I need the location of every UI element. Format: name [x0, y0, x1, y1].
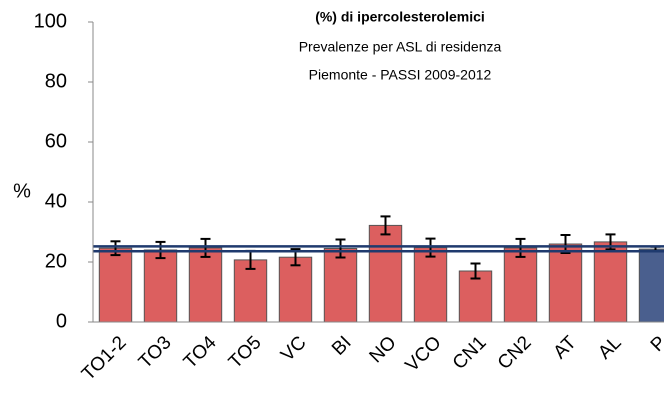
- y-axis-label: %: [13, 180, 31, 202]
- x-tick-label: AL: [594, 332, 625, 363]
- error-bar: [470, 262, 481, 280]
- y-tick-label: 60: [45, 130, 67, 152]
- error-bar: [335, 238, 346, 259]
- x-tick-label: TO1-2: [78, 332, 131, 385]
- chart-subtitle: Piemonte - PASSI 2009-2012: [309, 67, 492, 83]
- x-tick-label: TO5: [225, 332, 266, 373]
- error-bar: [200, 237, 211, 258]
- x-tick-label: VCO: [402, 332, 446, 376]
- bar: [548, 243, 583, 323]
- x-tick-label: TO4: [180, 332, 221, 373]
- bar: [638, 248, 664, 323]
- bar: [98, 247, 133, 323]
- bar: [143, 249, 178, 323]
- bar: [323, 248, 358, 323]
- bar: [278, 256, 313, 323]
- error-bar: [515, 237, 526, 258]
- bar: [233, 259, 268, 323]
- x-tick-label: NO: [366, 332, 401, 367]
- error-bar: [380, 215, 391, 236]
- error-bar: [110, 240, 121, 257]
- chart-title: (%) di ipercolesterolemici: [315, 9, 485, 25]
- bar: [413, 247, 448, 323]
- y-tick-label: 20: [45, 250, 67, 272]
- bar: [368, 224, 403, 323]
- x-tick-label: CN2: [494, 332, 536, 374]
- bar: [593, 241, 628, 323]
- x-tick-label: BI: [328, 332, 356, 360]
- x-tick-label: TO3: [135, 332, 176, 373]
- y-tick-label: 40: [45, 190, 67, 212]
- bar: [503, 247, 538, 323]
- chart-subtitle: Prevalenze per ASL di residenza: [299, 39, 502, 55]
- x-tick-label: P: [647, 332, 664, 356]
- y-tick-label: 80: [45, 70, 67, 92]
- x-tick-label: VC: [277, 332, 311, 366]
- y-tick-label: 0: [56, 310, 67, 332]
- bar: [188, 247, 223, 323]
- x-tick-label: CN1: [449, 332, 491, 374]
- x-tick-label: AT: [550, 332, 581, 363]
- y-tick-label: 100: [34, 10, 67, 32]
